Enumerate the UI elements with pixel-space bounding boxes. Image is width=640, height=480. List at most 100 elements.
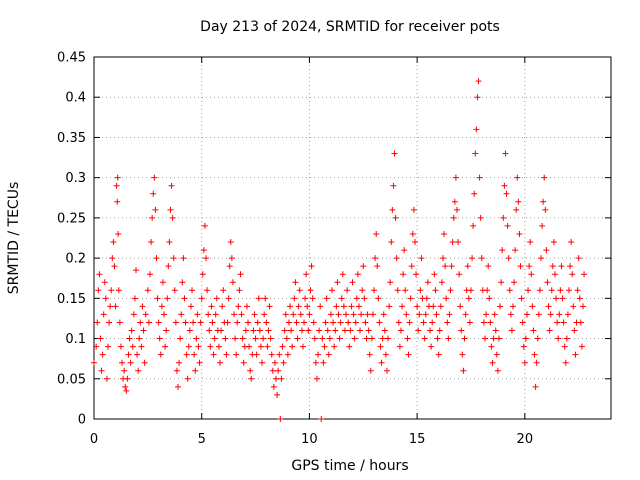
data-point bbox=[565, 287, 572, 294]
data-point bbox=[339, 271, 346, 278]
data-point bbox=[525, 287, 532, 294]
data-point bbox=[318, 416, 325, 422]
data-point bbox=[254, 319, 261, 326]
x-axis-label: GPS time / hours bbox=[291, 458, 408, 474]
data-point bbox=[212, 311, 219, 318]
data-point bbox=[487, 319, 494, 326]
data-point bbox=[411, 239, 418, 246]
data-point bbox=[367, 367, 374, 374]
data-point bbox=[224, 319, 231, 326]
data-point bbox=[527, 239, 534, 246]
data-point bbox=[489, 359, 496, 366]
data-point bbox=[299, 343, 306, 350]
y-tick-label: 0.2 bbox=[65, 252, 86, 267]
data-point bbox=[430, 303, 437, 310]
data-point bbox=[294, 335, 301, 342]
data-point bbox=[164, 295, 171, 302]
data-point bbox=[572, 351, 579, 358]
data-point bbox=[393, 255, 400, 262]
data-point bbox=[332, 327, 339, 334]
data-point bbox=[352, 319, 359, 326]
data-point bbox=[197, 319, 204, 326]
data-point bbox=[469, 255, 476, 262]
data-point bbox=[376, 319, 383, 326]
data-point bbox=[159, 279, 166, 286]
data-point bbox=[394, 287, 401, 294]
data-point bbox=[95, 287, 102, 294]
data-point bbox=[233, 351, 240, 358]
data-point bbox=[327, 311, 334, 318]
data-point bbox=[247, 367, 254, 374]
data-point bbox=[511, 279, 518, 286]
data-point bbox=[452, 174, 459, 181]
data-point bbox=[389, 206, 396, 213]
data-point bbox=[121, 367, 128, 374]
data-point bbox=[406, 319, 413, 326]
data-point bbox=[217, 359, 224, 366]
data-point bbox=[107, 303, 114, 310]
data-point bbox=[291, 295, 298, 302]
data-point bbox=[458, 327, 465, 334]
data-point bbox=[102, 295, 109, 302]
x-tick-label: 20 bbox=[517, 432, 534, 447]
data-point bbox=[336, 335, 343, 342]
data-point bbox=[516, 230, 523, 237]
data-point bbox=[441, 230, 448, 237]
data-point bbox=[270, 383, 277, 390]
data-point bbox=[185, 343, 192, 350]
data-point bbox=[122, 383, 129, 390]
data-point bbox=[456, 271, 463, 278]
data-point bbox=[283, 335, 290, 342]
data-point bbox=[306, 311, 313, 318]
data-point bbox=[494, 367, 501, 374]
data-point bbox=[137, 319, 144, 326]
data-point bbox=[246, 343, 253, 350]
data-point bbox=[225, 295, 232, 302]
data-point bbox=[206, 327, 213, 334]
data-point bbox=[579, 303, 586, 310]
data-point bbox=[488, 343, 495, 350]
data-point bbox=[264, 343, 271, 350]
data-point bbox=[540, 198, 547, 205]
data-point bbox=[404, 335, 411, 342]
data-point bbox=[213, 295, 220, 302]
data-point bbox=[116, 319, 123, 326]
data-point bbox=[348, 303, 355, 310]
data-point bbox=[169, 214, 176, 221]
y-axis-label: SRMTID / TECUs bbox=[6, 182, 22, 295]
data-point bbox=[172, 319, 179, 326]
data-point bbox=[256, 327, 263, 334]
data-point bbox=[375, 295, 382, 302]
data-point bbox=[158, 303, 165, 310]
data-point bbox=[305, 327, 312, 334]
data-point bbox=[554, 319, 561, 326]
data-point bbox=[190, 319, 197, 326]
data-point bbox=[267, 335, 274, 342]
data-point bbox=[333, 303, 340, 310]
grid-lines bbox=[94, 57, 611, 419]
data-point bbox=[399, 303, 406, 310]
data-point bbox=[289, 343, 296, 350]
data-point bbox=[287, 303, 294, 310]
data-point bbox=[396, 343, 403, 350]
data-point bbox=[491, 311, 498, 318]
data-point bbox=[326, 335, 333, 342]
data-point bbox=[100, 311, 107, 318]
y-tick-label: 0 bbox=[78, 413, 86, 428]
data-point bbox=[345, 319, 352, 326]
data-point bbox=[366, 351, 373, 358]
data-point bbox=[555, 335, 562, 342]
data-point bbox=[364, 311, 371, 318]
data-point bbox=[492, 327, 499, 334]
data-point bbox=[324, 327, 331, 334]
data-point bbox=[317, 303, 324, 310]
data-point bbox=[94, 319, 101, 326]
data-point bbox=[437, 303, 444, 310]
data-point bbox=[466, 319, 473, 326]
data-point bbox=[553, 295, 560, 302]
data-point bbox=[274, 391, 281, 398]
data-point bbox=[385, 335, 392, 342]
data-point bbox=[243, 303, 250, 310]
data-point bbox=[141, 359, 148, 366]
data-point bbox=[288, 327, 295, 334]
